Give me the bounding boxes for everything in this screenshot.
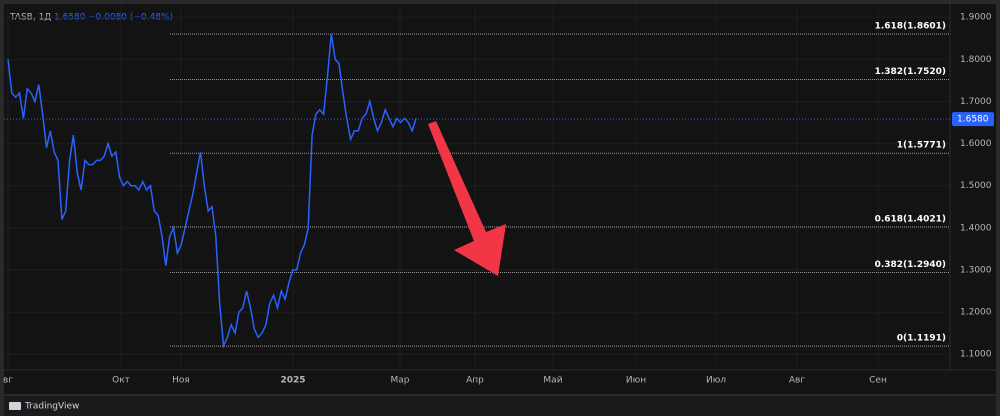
fib-label: 1.382(1.7520) bbox=[875, 67, 946, 77]
y-tick-label: 1.9000 bbox=[960, 13, 992, 23]
fib-label: 1.618(1.8601) bbox=[875, 21, 946, 31]
x-tick-label: вг bbox=[3, 376, 13, 386]
y-tick-label: 1.1000 bbox=[960, 350, 992, 360]
fib-label: 1(1.5771) bbox=[897, 141, 946, 151]
arrow bbox=[428, 121, 506, 276]
y-tick-label: 1.8000 bbox=[960, 55, 992, 65]
x-tick-label: Июн bbox=[626, 376, 646, 386]
last-price-label: 1.6580 bbox=[957, 115, 989, 125]
x-tick-label: Мар bbox=[391, 376, 410, 386]
price-line bbox=[7, 33, 417, 349]
y-tick-label: 1.5000 bbox=[960, 181, 992, 191]
chart-area bbox=[4, 4, 996, 394]
x-tick-label: Окт bbox=[112, 376, 130, 386]
y-tick-label: 1.2000 bbox=[960, 308, 992, 318]
x-tick-label: Апр bbox=[466, 376, 484, 386]
footer bbox=[4, 396, 996, 416]
last-price-box bbox=[952, 112, 994, 127]
x-tick-label: Авг bbox=[789, 376, 805, 386]
y-tick-label: 1.4000 bbox=[960, 223, 992, 233]
x-tick-label: Сен bbox=[869, 376, 887, 386]
logo bbox=[9, 402, 21, 410]
y-tick-label: 1.3000 bbox=[960, 265, 992, 275]
plot: вг Окт Ноя 2025 Мар Апр Май Июн Июл Авг Сен 1.9000 1… bbox=[3, 4, 994, 386]
brand: TradingView bbox=[24, 402, 79, 412]
x-tick-label: 2025 bbox=[280, 376, 305, 386]
y-tick-label: 1.6000 bbox=[960, 139, 992, 149]
x-tick-label: Июл bbox=[706, 376, 726, 386]
fib-label: 0.618(1.4021) bbox=[875, 214, 946, 224]
x-tick-label: Май bbox=[543, 376, 562, 386]
y-tick-label: 1.7000 bbox=[960, 97, 992, 107]
fib-label: 0(1.1191) bbox=[897, 334, 946, 344]
fib-label: 0.382(1.2940) bbox=[875, 260, 946, 270]
x-tick-label: Ноя bbox=[172, 376, 190, 386]
